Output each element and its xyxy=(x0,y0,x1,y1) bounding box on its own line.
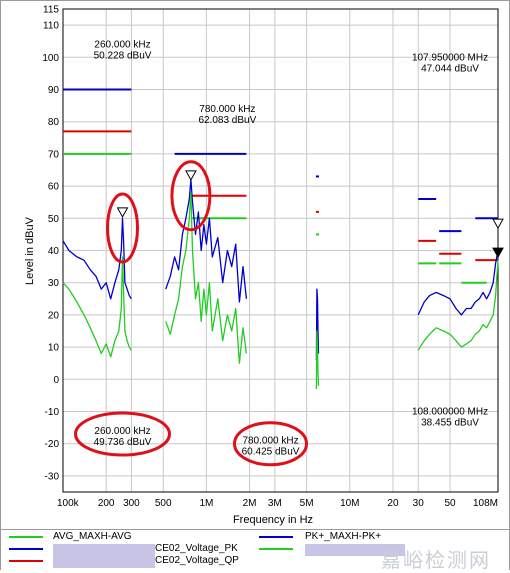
annotation-0-level: 50.228 dBuV xyxy=(94,51,152,62)
highlight-ellipses xyxy=(74,160,309,467)
y-tick-9: 60 xyxy=(48,182,60,193)
annotation-1-freq: 780.000 kHz xyxy=(199,104,255,115)
series-0-seg-0 xyxy=(62,217,132,300)
peak-markers xyxy=(116,170,504,259)
y-tick-7: 40 xyxy=(48,246,60,257)
legend-swatch-qp-limit xyxy=(9,560,43,562)
annotation-5-level: 38.455 dBuV xyxy=(421,418,479,429)
y-tick-0: -30 xyxy=(45,471,60,482)
series-1-seg-1 xyxy=(165,191,248,364)
y-tick-labels: -30 -20 -10 0 10 20 30 40 50 60 70 80 90 100 110 115 xyxy=(42,5,59,483)
highlight-ellipse-3 xyxy=(233,421,309,467)
annotation-2-freq: 107.950000 MHz xyxy=(412,53,488,64)
legend-swatch-avg xyxy=(9,536,43,538)
x-tick-4: 1M xyxy=(199,498,213,509)
series-0-seg-2 xyxy=(315,288,320,361)
annotation-4-level: 60.425 dBuV xyxy=(242,447,300,458)
y-tick-6: 30 xyxy=(48,278,60,289)
watermark: 嘉峪检测网 xyxy=(381,550,491,572)
annotation-2-level: 47.044 dBuV xyxy=(421,64,479,75)
marker-3 xyxy=(492,247,504,259)
marker-2 xyxy=(492,218,504,230)
y-tick-2: -10 xyxy=(45,407,60,418)
y-tick-1: -20 xyxy=(45,439,60,450)
marker-0 xyxy=(116,207,129,218)
y-tick-11: 80 xyxy=(48,117,60,128)
legend-label-pk-limit: CE02_Voltage_PK xyxy=(155,543,238,554)
legend-label-avg: AVG_MAXH-AVG xyxy=(53,531,132,542)
marker-1 xyxy=(185,170,197,181)
grid xyxy=(62,9,499,492)
emission-chart: -30 -20 -10 0 10 20 30 40 50 60 70 80 90 100 110 115 10… xyxy=(24,5,504,526)
legend-swatch-green-2 xyxy=(259,548,293,550)
annotation-0-freq: 260.000 kHz xyxy=(94,40,150,51)
annotation-3-freq: 260.000 kHz xyxy=(94,426,150,437)
x-axis-label: Frequency in Hz xyxy=(233,514,313,526)
y-tick-4: 10 xyxy=(48,343,60,354)
legend: AVG_MAXH-AVG CE02_Voltage_PK CE02_Voltag… xyxy=(1,529,509,572)
series-1-seg-3 xyxy=(417,260,499,351)
x-tick-12: 108M xyxy=(473,498,498,509)
series-1-seg-2 xyxy=(315,330,320,390)
y-tick-8: 50 xyxy=(48,214,60,225)
x-tick-0: 100k xyxy=(57,498,80,509)
series-1-seg-0 xyxy=(62,256,132,358)
legend-redaction-2 xyxy=(305,544,405,556)
legend-swatch-pk-limit xyxy=(9,548,43,550)
limit-lines xyxy=(63,88,498,284)
annotation-5-freq: 108.000000 MHz xyxy=(412,407,488,418)
annotation-3-level: 49.736 dBuV xyxy=(94,437,152,448)
y-tick-5: 20 xyxy=(48,310,60,321)
x-tick-1: 200 xyxy=(98,498,115,509)
legend-redaction-1 xyxy=(53,544,155,568)
highlight-ellipse-1 xyxy=(170,160,212,232)
annotation-1-level: 62.083 dBuV xyxy=(198,115,256,126)
x-tick-10: 30 xyxy=(413,498,425,509)
highlight-ellipse-2 xyxy=(74,411,172,457)
legend-label-pk-trace: PK+_MAXH-PK+ xyxy=(305,531,382,542)
x-tick-2: 300 xyxy=(123,498,140,509)
series-0-seg-3 xyxy=(417,250,499,316)
x-tick-7: 5M xyxy=(300,498,314,509)
series-0-seg-1 xyxy=(165,179,248,303)
legend-label-qp-limit: CE02_Voltage_QP xyxy=(155,555,239,566)
y-tick-3: 0 xyxy=(53,375,59,386)
x-tick-3: 500 xyxy=(155,498,172,509)
x-tick-6: 3M xyxy=(268,498,282,509)
legend-swatch-pk-trace xyxy=(259,536,293,538)
y-tick-14: 110 xyxy=(43,21,59,32)
annotation-4-freq: 780.000 kHz xyxy=(242,436,298,447)
y-tick-10: 70 xyxy=(48,149,60,160)
y-tick-15: 115 xyxy=(43,5,59,16)
y-tick-12: 90 xyxy=(48,85,60,96)
series-traces xyxy=(62,179,499,390)
y-axis-label: Level in dBuV xyxy=(24,216,36,285)
x-tick-8: 10M xyxy=(340,498,359,509)
y-tick-13: 100 xyxy=(42,53,59,64)
x-tick-labels: 100k 200 300 500 1M 2M 3M 5M 10M 20 30 50 108M xyxy=(57,498,498,509)
x-tick-9: 20 xyxy=(387,498,399,509)
x-tick-5: 2M xyxy=(243,498,257,509)
highlight-ellipse-0 xyxy=(106,192,140,264)
x-tick-11: 50 xyxy=(444,498,456,509)
